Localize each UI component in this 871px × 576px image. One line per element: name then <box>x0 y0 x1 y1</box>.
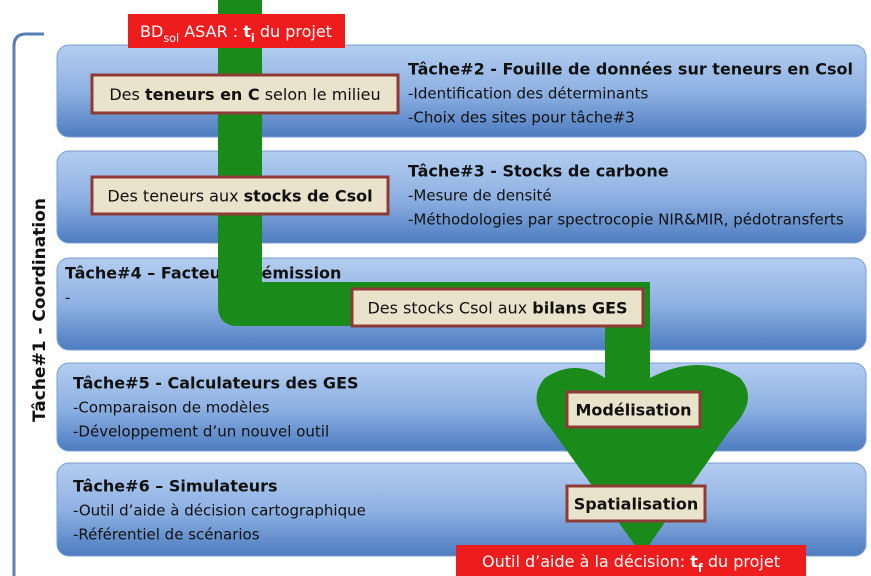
text-segment: du projet <box>703 552 780 571</box>
task-item: -Développement d’un nouvel outil <box>73 423 329 441</box>
text-segment: sol <box>163 32 179 45</box>
text-segment: t <box>243 22 251 41</box>
flow-label-box <box>90 175 390 216</box>
task-item: - <box>65 289 70 307</box>
flow-label-box <box>90 73 400 115</box>
flow-label-box <box>565 484 707 523</box>
top-box <box>128 14 345 48</box>
task-title: Tâche#3 - Stocks de carbone <box>408 162 669 181</box>
flow-label: Modélisation <box>575 400 691 419</box>
text-segment: f <box>698 562 703 575</box>
text-segment: i <box>251 32 255 45</box>
side-label: Tâche#1 - Coordination <box>30 198 50 422</box>
task-title: Tâche#2 - Fouille de données sur teneurs… <box>408 60 853 79</box>
text-segment: Spatialisation <box>574 494 699 513</box>
bottom-box-text: Outil d’aide à la décision: tf du projet <box>482 552 780 575</box>
task-title: Tâche#6 – Simulateurs <box>73 477 278 496</box>
flow-label-box <box>350 287 645 328</box>
text-segment: selon le milieu <box>260 85 381 104</box>
task-item: -Outil d’aide à décision cartographique <box>73 502 366 520</box>
task-item: -Référentiel de scénarios <box>73 526 260 544</box>
text-segment: du projet <box>255 22 332 41</box>
flow-label: Des stocks Csol aux bilans GES <box>367 298 627 317</box>
task-item: -Comparaison de modèles <box>73 399 270 417</box>
flow-label: Spatialisation <box>574 494 699 513</box>
task-title: Tâche#5 - Calculateurs des GES <box>73 374 359 393</box>
text-segment: ASAR : <box>179 22 243 41</box>
flow-label-box <box>565 390 702 429</box>
task-item: -Mesure de densité <box>408 187 552 205</box>
text-segment: t <box>690 552 698 571</box>
text-segment: Modélisation <box>575 400 691 419</box>
text-segment: Des teneurs aux <box>107 186 243 205</box>
text-segment: Outil d’aide à la décision: <box>482 552 690 571</box>
flow-label: Des teneurs aux stocks de Csol <box>107 186 372 205</box>
text-segment: Des <box>109 85 145 104</box>
flow-label: Des teneurs en C selon le milieu <box>109 85 380 104</box>
text-segment: stocks de Csol <box>244 186 373 205</box>
text-segment: teneurs en C <box>145 85 260 104</box>
task-title: Tâche#4 – Facteurs d’émission <box>65 264 341 283</box>
bottom-box <box>456 545 806 576</box>
task-item: -Identification des déterminants <box>408 85 648 103</box>
task-item: -Choix des sites pour tâche#3 <box>408 109 635 127</box>
top-box-text: BDsol ASAR : ti du projet <box>140 22 332 45</box>
task-item: -Méthodologies par spectrocopie NIR&MIR,… <box>408 211 844 229</box>
text-segment: bilans GES <box>532 298 627 317</box>
bracket <box>12 32 44 576</box>
text-segment: Des stocks Csol aux <box>367 298 532 317</box>
text-segment: BD <box>140 22 163 41</box>
